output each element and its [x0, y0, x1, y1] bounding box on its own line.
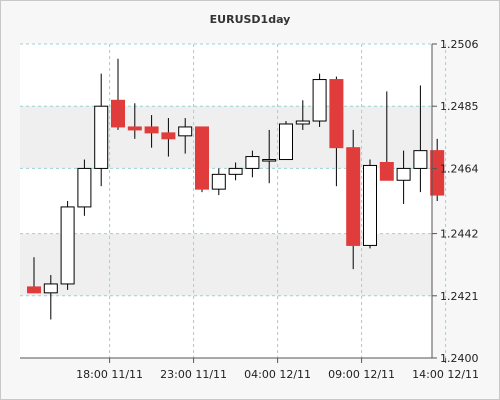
- candle-body-down: [379, 161, 394, 181]
- candle-body-down: [346, 147, 361, 246]
- candle: [379, 91, 394, 181]
- candle-body-up: [279, 123, 293, 161]
- x-tick-label: 18:00 11/11: [76, 368, 143, 381]
- candle: [211, 168, 226, 196]
- plot-band: [20, 295, 432, 358]
- candle: [178, 118, 193, 154]
- y-tick-label: 1.2464: [440, 162, 479, 175]
- candle: [60, 201, 75, 290]
- candle-body-down: [161, 132, 176, 140]
- candle-body-up: [60, 206, 75, 285]
- candle: [363, 159, 377, 249]
- candle: [279, 121, 293, 161]
- candle-body-up: [295, 120, 310, 125]
- candle-body-up: [178, 126, 193, 137]
- candle: [195, 126, 209, 193]
- candle: [111, 58, 125, 130]
- candle-body-up: [262, 159, 277, 162]
- candle-body-up: [94, 105, 109, 169]
- candle-body-down: [127, 126, 142, 131]
- candle: [245, 150, 260, 178]
- candle-body-down: [195, 126, 209, 190]
- plot-band: [20, 44, 432, 107]
- candle-body-down: [430, 150, 445, 196]
- x-tick-label: 09:00 12/11: [328, 368, 395, 381]
- candle: [127, 103, 142, 139]
- candle: [413, 85, 428, 193]
- candle-body-up: [77, 167, 92, 208]
- y-tick-label: 1.2421: [440, 290, 479, 303]
- candle: [144, 115, 159, 148]
- candle-body-down: [27, 286, 41, 294]
- candle-body-up: [396, 167, 411, 181]
- candle: [161, 118, 176, 157]
- x-tick-label: 14:00 12/11: [412, 368, 479, 381]
- candle: [346, 129, 361, 270]
- x-tick-labels: 18:00 11/11 23:00 11/11 04:00 12/11 09:00 1…: [76, 368, 479, 381]
- candle-body-down: [329, 79, 344, 149]
- candle-body-up: [211, 173, 226, 190]
- candles: [27, 58, 445, 320]
- candle: [396, 150, 411, 204]
- candle: [262, 129, 277, 184]
- candle: [27, 257, 41, 294]
- candle: [94, 73, 109, 187]
- candle-body-up: [413, 150, 428, 169]
- candle: [430, 138, 445, 201]
- y-tick-labels: 1.2506 1.2485 1.2464 1.2442 1.2421 1.2400: [440, 38, 479, 365]
- candle-body-up: [43, 283, 58, 294]
- y-tick-label: 1.2506: [440, 38, 479, 51]
- candle-body-up: [245, 156, 260, 169]
- y-tick-label: 1.2485: [440, 100, 479, 113]
- axes: [20, 43, 447, 363]
- candle: [228, 162, 243, 181]
- candle-body-up: [228, 167, 243, 175]
- y-tick-label: 1.2442: [440, 228, 479, 241]
- candle: [77, 159, 92, 216]
- plot-band: [20, 106, 432, 169]
- candle: [329, 76, 344, 187]
- candle: [295, 100, 310, 130]
- candle-body-down: [144, 126, 159, 134]
- candle-body-up: [312, 79, 327, 122]
- candle: [312, 73, 327, 127]
- x-tick-label: 23:00 11/11: [160, 368, 227, 381]
- candle-body-up: [363, 164, 377, 246]
- x-tick-label: 04:00 12/11: [244, 368, 311, 381]
- y-tick-label: 1.2400: [440, 352, 479, 365]
- chart-title: EURUSD1day: [210, 13, 291, 26]
- candle: [43, 275, 58, 320]
- candle-body-down: [111, 99, 125, 128]
